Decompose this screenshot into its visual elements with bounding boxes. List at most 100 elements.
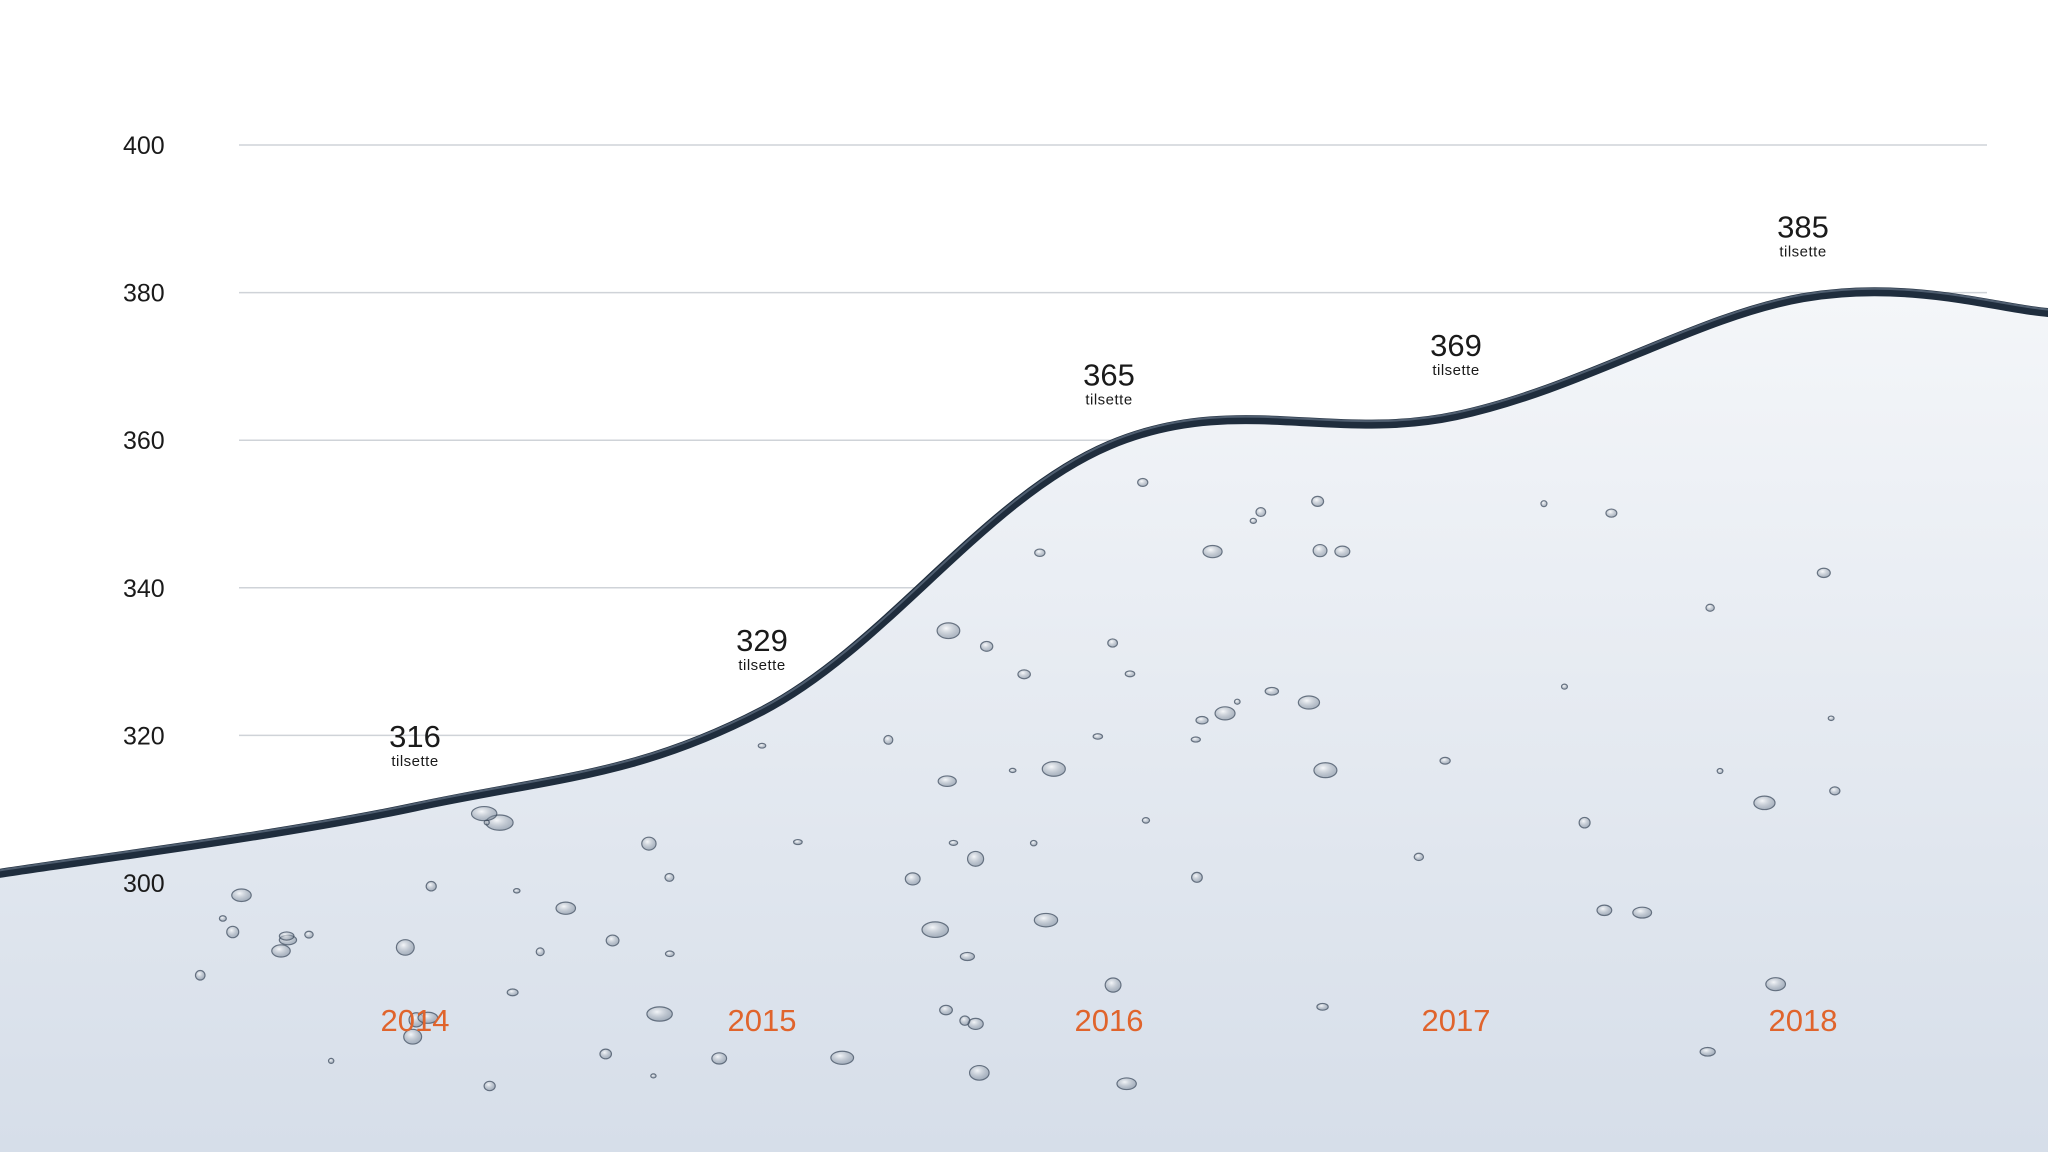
data-label-unit: tilsette — [738, 657, 785, 674]
bubble-decoration — [599, 1048, 613, 1060]
bubble-decoration — [1753, 795, 1776, 811]
bubble-decoration — [1034, 548, 1046, 558]
bubble-decoration — [1316, 1002, 1329, 1011]
bubble-decoration — [417, 1011, 439, 1024]
water-surface-line — [0, 287, 2048, 878]
x-tick-label-2018: 2018 — [1769, 1003, 1838, 1038]
x-tick-label-2016: 2016 — [1075, 1003, 1144, 1038]
bubble-decoration — [921, 921, 950, 939]
data-label-unit: tilsette — [1432, 362, 1479, 379]
y-tick-label-360: 360 — [123, 427, 165, 455]
bubble-decoration — [1017, 669, 1031, 680]
bubble-decoration — [1560, 683, 1569, 690]
data-label-unit: tilsette — [1779, 244, 1826, 261]
y-tick-label-340: 340 — [123, 575, 165, 603]
data-label-value: 365 — [1083, 357, 1135, 392]
bubble-decoration — [403, 1028, 423, 1045]
bubble-decoration — [966, 850, 985, 867]
x-tick-label-2017: 2017 — [1422, 1003, 1491, 1038]
bubble-decoration — [959, 1015, 971, 1026]
bubble-decoration — [1578, 816, 1591, 829]
bubble-decoration — [271, 944, 291, 958]
bubble-decoration — [1116, 1077, 1137, 1091]
bubble-decoration — [641, 836, 657, 851]
bubble-decoration — [968, 1064, 990, 1081]
bubble-decoration — [555, 901, 577, 915]
bubble-decoration — [1264, 686, 1280, 696]
bubble-decoration — [1255, 506, 1267, 518]
bubble-decoration — [1214, 706, 1236, 721]
water-area — [0, 287, 2048, 1152]
bubble-decoration — [226, 925, 240, 939]
bubble-decoration — [506, 988, 519, 997]
bubble-decoration — [664, 872, 675, 882]
bubble-decoration — [1413, 852, 1425, 862]
bubble-decoration — [1029, 839, 1038, 847]
bubble-decoration — [883, 734, 894, 745]
bubble-decoration — [979, 640, 994, 652]
bubble-decoration — [1124, 670, 1136, 678]
bubble-decoration — [1311, 495, 1325, 507]
bubble-decoration — [278, 931, 295, 941]
water-area-fill — [0, 291, 2048, 1152]
bubble-decoration — [425, 880, 437, 892]
bubble-decoration — [830, 1050, 855, 1065]
bubble-decoration — [904, 872, 921, 886]
bubble-decoration — [1033, 912, 1059, 928]
bubble-decoration — [1765, 977, 1787, 992]
bubble-decoration — [1141, 817, 1151, 824]
bubble-decoration — [1605, 508, 1618, 518]
bubble-decoration — [1829, 786, 1841, 796]
bubble-decoration — [1540, 500, 1548, 508]
bubble-decoration — [1137, 477, 1149, 487]
bubble-decoration — [512, 888, 521, 894]
bubble-decoration — [1632, 906, 1653, 919]
y-tick-label-380: 380 — [123, 280, 165, 308]
bubble-decoration — [757, 742, 767, 749]
data-label-value: 316 — [389, 719, 441, 754]
bubbles-decoration — [194, 477, 1841, 1092]
data-label-value: 329 — [736, 623, 788, 658]
y-tick-label-400: 400 — [123, 132, 165, 160]
data-label-unit: tilsette — [391, 753, 438, 770]
bubble-decoration — [1312, 543, 1328, 558]
bubble-decoration — [1699, 1046, 1716, 1057]
water-surface-highlight — [0, 287, 2048, 872]
x-tick-label-2015: 2015 — [728, 1003, 797, 1038]
bubble-decoration — [664, 950, 675, 958]
bubble-decoration — [1334, 545, 1351, 558]
bubble-decoration — [948, 839, 959, 846]
bubble-decoration — [1191, 871, 1203, 883]
data-labels: 316tilsette329tilsette365tilsette369tils… — [389, 210, 1829, 770]
bubble-decoration — [1596, 904, 1613, 917]
bubble-decoration — [959, 951, 976, 962]
y-tick-label-300: 300 — [123, 870, 165, 898]
bubble-decoration — [483, 1080, 496, 1092]
bubble-decoration — [535, 947, 545, 957]
bubble-decoration — [1107, 638, 1119, 648]
bubble-decoration — [1190, 736, 1201, 743]
bubble-decoration — [1827, 715, 1835, 722]
bubble-decoration — [1202, 544, 1223, 559]
bubble-decoration — [1297, 695, 1321, 710]
bubble-decoration — [1816, 567, 1831, 579]
bubble-decoration — [937, 775, 957, 788]
bubble-decoration — [605, 934, 620, 947]
bubble-decoration — [1249, 517, 1258, 524]
data-label-value: 385 — [1777, 210, 1829, 245]
bubble-decoration — [218, 915, 227, 922]
bubble-decoration — [194, 969, 206, 981]
bubble-decoration — [711, 1052, 728, 1065]
bubble-decoration — [1705, 603, 1715, 612]
bubble-decoration — [327, 1057, 335, 1065]
bubble-decoration — [1008, 767, 1017, 774]
bubble-decoration — [1439, 756, 1451, 765]
bubble-decoration — [650, 1073, 657, 1079]
bubble-decoration — [936, 622, 961, 640]
bubble-decoration — [1233, 698, 1241, 705]
bubble-decoration — [1716, 767, 1724, 775]
bubble-decoration — [1092, 733, 1104, 740]
bubble-decoration — [1313, 762, 1338, 779]
